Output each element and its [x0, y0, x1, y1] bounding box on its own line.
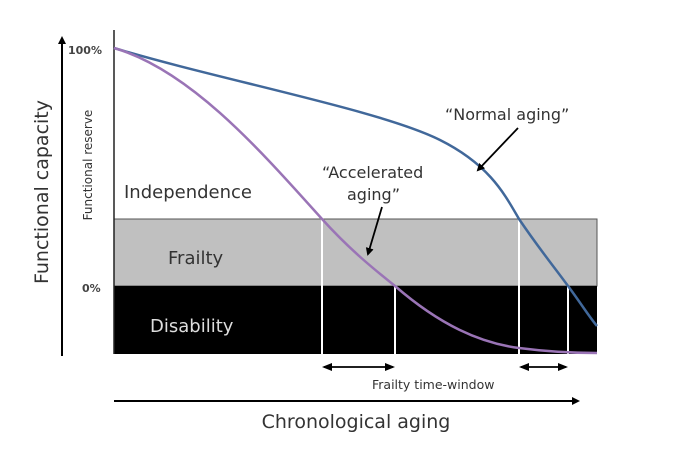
x-axis-label: Chronological aging: [262, 411, 451, 433]
normal-aging-label: “Normal aging”: [445, 105, 569, 124]
disability-label: Disability: [150, 316, 234, 337]
frailty-label: Frailty: [168, 248, 224, 269]
tick-0: 0%: [82, 282, 101, 295]
threshold-lines: [321, 219, 569, 354]
disability-band: [114, 286, 597, 354]
normal-aging-curve: [113, 46, 598, 327]
accelerated-aging-curve: [113, 46, 598, 355]
accelerated-aging-label-1: “Accelerated: [322, 163, 423, 182]
y-axis-label: Functional capacity: [31, 100, 53, 284]
frailty-time-window-label: Frailty time-window: [372, 377, 494, 392]
accelerated-aging-label-2: aging”: [347, 185, 400, 204]
normal-aging-pointer: [476, 127, 519, 172]
accelerated-aging-pointer: [365, 206, 383, 256]
functional-reserve-label: Functional reserve: [81, 110, 95, 221]
independence-label: Independence: [124, 182, 252, 203]
tick-100: 100%: [68, 44, 102, 57]
